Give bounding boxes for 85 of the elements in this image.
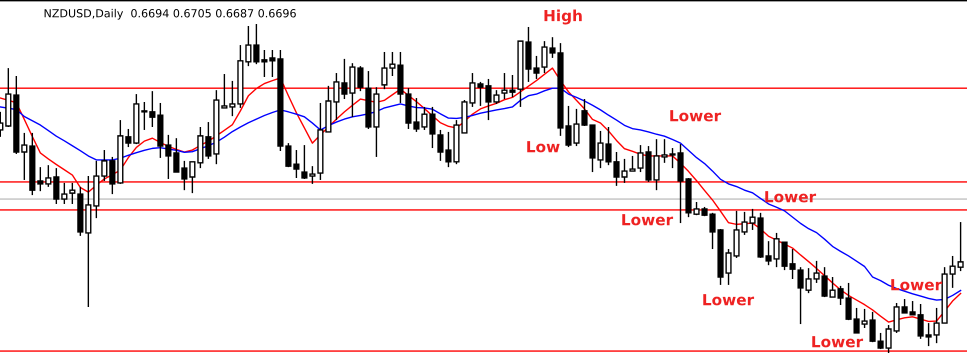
candlestick bbox=[301, 144, 308, 180]
candlestick bbox=[421, 106, 428, 131]
chart-title: NZDUSD,Daily 0.6694 0.6705 0.6687 0.6696 bbox=[44, 8, 296, 20]
candlestick bbox=[445, 131, 452, 168]
candlestick bbox=[925, 322, 932, 347]
candlestick bbox=[933, 307, 940, 344]
candlestick bbox=[485, 78, 492, 121]
candlestick bbox=[861, 308, 868, 329]
candlestick bbox=[285, 142, 292, 168]
candlestick bbox=[333, 72, 340, 121]
candlestick bbox=[885, 324, 892, 354]
candlestick bbox=[837, 285, 844, 306]
candlestick bbox=[821, 266, 828, 298]
candlestick bbox=[269, 49, 276, 78]
candlestick bbox=[493, 89, 500, 105]
candlestick bbox=[845, 282, 852, 321]
candlestick bbox=[669, 147, 676, 169]
candlestick bbox=[813, 260, 820, 284]
candlestick bbox=[597, 130, 604, 169]
candlestick bbox=[853, 307, 860, 334]
candlestick bbox=[253, 23, 260, 65]
candlestick bbox=[917, 303, 924, 340]
annotation: Lower bbox=[812, 336, 864, 348]
candlestick bbox=[309, 165, 316, 185]
candlestick bbox=[693, 201, 700, 216]
candlestick bbox=[101, 149, 108, 182]
candlestick bbox=[109, 156, 116, 195]
annotation: Lower bbox=[670, 110, 722, 122]
candlestick bbox=[541, 40, 548, 74]
annotation: High bbox=[544, 10, 582, 24]
candlestick bbox=[205, 121, 212, 160]
candlestick bbox=[661, 138, 668, 164]
candlestick bbox=[709, 212, 716, 250]
candlestick bbox=[189, 161, 196, 194]
candlestick bbox=[293, 149, 300, 179]
candlestick bbox=[749, 208, 756, 231]
candlestick bbox=[829, 276, 836, 298]
candlestick bbox=[229, 80, 236, 117]
candlestick bbox=[501, 72, 508, 100]
candlestick bbox=[181, 160, 188, 191]
candlestick bbox=[549, 36, 556, 59]
candlestick bbox=[389, 51, 396, 77]
candlestick bbox=[141, 101, 148, 131]
candlestick bbox=[125, 128, 132, 148]
candlestick bbox=[909, 300, 916, 316]
candlestick bbox=[341, 58, 348, 100]
candlestick bbox=[245, 25, 252, 67]
candlestick bbox=[789, 248, 796, 280]
candlestick bbox=[381, 51, 388, 90]
candlestick bbox=[533, 55, 540, 80]
candlestick bbox=[765, 240, 772, 266]
candlestick bbox=[958, 221, 964, 272]
candlestick bbox=[173, 137, 180, 173]
candlestick bbox=[725, 248, 732, 286]
candlestick bbox=[613, 151, 620, 187]
candlestick bbox=[437, 129, 444, 162]
candlestick bbox=[565, 105, 572, 148]
candlestick bbox=[469, 72, 476, 108]
annotation: Lower bbox=[703, 294, 754, 306]
candlestick bbox=[621, 158, 628, 184]
candlestick bbox=[901, 298, 908, 314]
annotation: Lower bbox=[622, 214, 674, 226]
candlestick bbox=[741, 211, 748, 236]
candlestick bbox=[629, 155, 636, 172]
candlestick bbox=[261, 49, 268, 78]
candlestick bbox=[869, 311, 876, 343]
candlestick bbox=[573, 108, 580, 147]
candlestick bbox=[221, 73, 228, 109]
candlestick bbox=[637, 144, 644, 173]
candlestick bbox=[477, 81, 484, 107]
candlestick bbox=[605, 126, 612, 166]
candlestick bbox=[805, 267, 812, 294]
candlestick bbox=[950, 255, 956, 289]
annotation: Lower bbox=[765, 191, 816, 202]
candlestick bbox=[509, 74, 516, 98]
candlestick bbox=[581, 98, 588, 127]
candlestick bbox=[413, 97, 420, 133]
candlestick bbox=[149, 90, 156, 128]
candlestick bbox=[797, 266, 804, 325]
candlestick bbox=[773, 232, 780, 268]
candlestick bbox=[357, 65, 364, 92]
annotation: Low bbox=[527, 141, 560, 152]
candlestick bbox=[877, 332, 884, 350]
candlestick bbox=[429, 106, 436, 149]
candlestick bbox=[165, 134, 172, 180]
